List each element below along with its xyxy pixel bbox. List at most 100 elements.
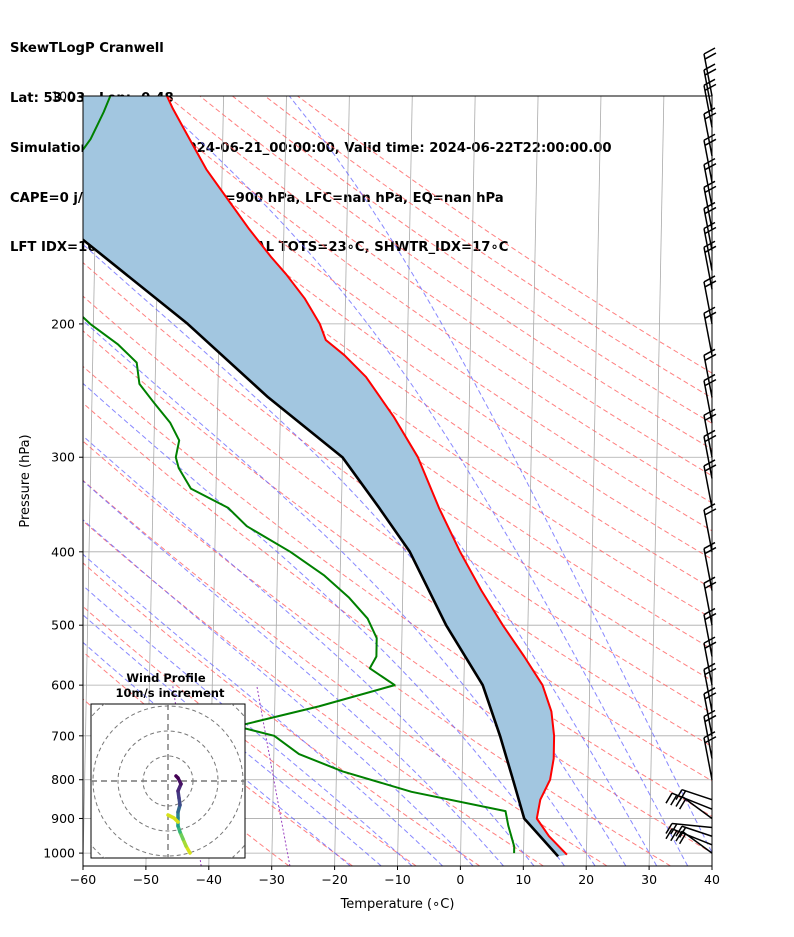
barb-flag — [703, 180, 716, 188]
barb-flag — [678, 790, 687, 802]
barb-flag — [703, 201, 716, 210]
moist-adiabat — [151, 96, 689, 866]
wind-barb — [675, 825, 713, 838]
wind-barb — [703, 47, 717, 97]
barb-staff — [703, 415, 713, 458]
moist-adiabat — [83, 585, 413, 866]
barb-flag — [704, 68, 717, 76]
barb-flag — [703, 429, 716, 438]
barb-staff — [703, 583, 713, 626]
y-axis-label: Pressure (hPa) — [18, 434, 33, 527]
y-tick-label: 900 — [51, 811, 75, 826]
wind-barb — [703, 63, 717, 113]
barb-staff — [703, 53, 713, 97]
barb-staff — [703, 693, 713, 736]
wind-barb — [703, 503, 717, 552]
barb-flag — [704, 378, 717, 387]
dry-adiabat — [83, 402, 712, 854]
moist-adiabat — [83, 519, 474, 866]
barb-flag — [703, 687, 716, 695]
x-axis-label: Temperature (∘C) — [340, 897, 455, 912]
barb-staff — [703, 228, 713, 271]
dry-adiabat — [83, 520, 544, 866]
x-tick-label: 20 — [578, 872, 594, 887]
barb-flag — [704, 206, 717, 215]
barb-staff — [703, 113, 713, 157]
wind-barb — [703, 429, 717, 479]
y-tick-label: 700 — [51, 728, 75, 743]
wind-barb — [703, 133, 717, 183]
x-tick-label: 40 — [704, 872, 720, 887]
x-tick-label: −40 — [196, 872, 222, 887]
wind-barb — [703, 541, 717, 591]
wind-barb — [703, 201, 717, 251]
barb-flag — [678, 798, 687, 810]
wind-barb — [703, 157, 717, 207]
barb-flag — [704, 667, 717, 676]
dry-adiabat — [134, 96, 712, 504]
mixing-ratio-line — [256, 685, 291, 866]
barb-staff — [703, 187, 713, 230]
hodograph-subtitle: 10m/s increment — [116, 686, 225, 700]
dry-adiabat — [83, 295, 712, 748]
dry-adiabat — [83, 651, 353, 866]
barb-staff — [703, 85, 713, 128]
wind-barb — [703, 240, 717, 290]
y-tick-label: 600 — [51, 678, 75, 693]
dry-adiabat — [83, 107, 712, 560]
barb-staff — [703, 247, 713, 290]
x-tick-label: −50 — [133, 872, 159, 887]
barb-staff — [703, 355, 713, 398]
barb-flag — [703, 221, 716, 230]
barb-flag — [704, 736, 717, 744]
wind-barb — [703, 180, 717, 230]
barb-flag — [670, 823, 678, 835]
barb-staff — [703, 69, 713, 113]
wind-barb — [703, 709, 717, 759]
wind-barb — [675, 788, 713, 802]
isotherm-line — [271, 96, 287, 866]
wind-barb — [703, 221, 717, 271]
x-tick-label: −30 — [259, 872, 285, 887]
barb-staff — [703, 281, 713, 325]
y-tick-label: 800 — [51, 772, 75, 787]
barb-flag — [704, 714, 717, 723]
x-tick-label: 10 — [515, 872, 531, 887]
dewpoint-line — [83, 96, 516, 854]
wind-barb — [703, 348, 717, 398]
barb-staff — [703, 380, 713, 423]
barb-flag — [704, 546, 717, 555]
barb-staff — [681, 825, 713, 837]
barb-flag — [670, 794, 678, 806]
barb-staff — [703, 164, 713, 207]
barb-flag — [704, 138, 717, 146]
moist-adiabat — [83, 480, 504, 866]
barb-flag — [703, 503, 716, 511]
dry-adiabat — [232, 96, 712, 424]
barb-flag — [703, 709, 716, 718]
isotherm-line — [775, 96, 790, 866]
barb-staff — [703, 643, 713, 686]
wind-barb — [703, 275, 717, 325]
x-tick-label: 30 — [641, 872, 657, 887]
isotherm-line — [585, 96, 602, 866]
barb-flag — [665, 823, 673, 834]
barb-flag — [704, 52, 717, 60]
hodograph-segment — [166, 813, 180, 824]
barb-staff — [703, 509, 713, 552]
barb-flag — [703, 348, 716, 356]
moist-adiabat — [83, 614, 382, 866]
cin-shaded-area — [83, 96, 567, 857]
y-tick-label: 300 — [51, 450, 75, 465]
hodograph-title: Wind Profile — [126, 671, 206, 685]
barb-staff — [703, 737, 713, 780]
dry-adiabat — [83, 605, 417, 866]
barb-staff — [703, 313, 713, 356]
wind-barb — [665, 822, 713, 835]
barb-flag — [675, 789, 683, 801]
barb-flag — [678, 833, 687, 845]
barb-flag — [703, 373, 716, 382]
parcel-path-line — [83, 238, 560, 858]
barb-flag — [675, 825, 683, 837]
